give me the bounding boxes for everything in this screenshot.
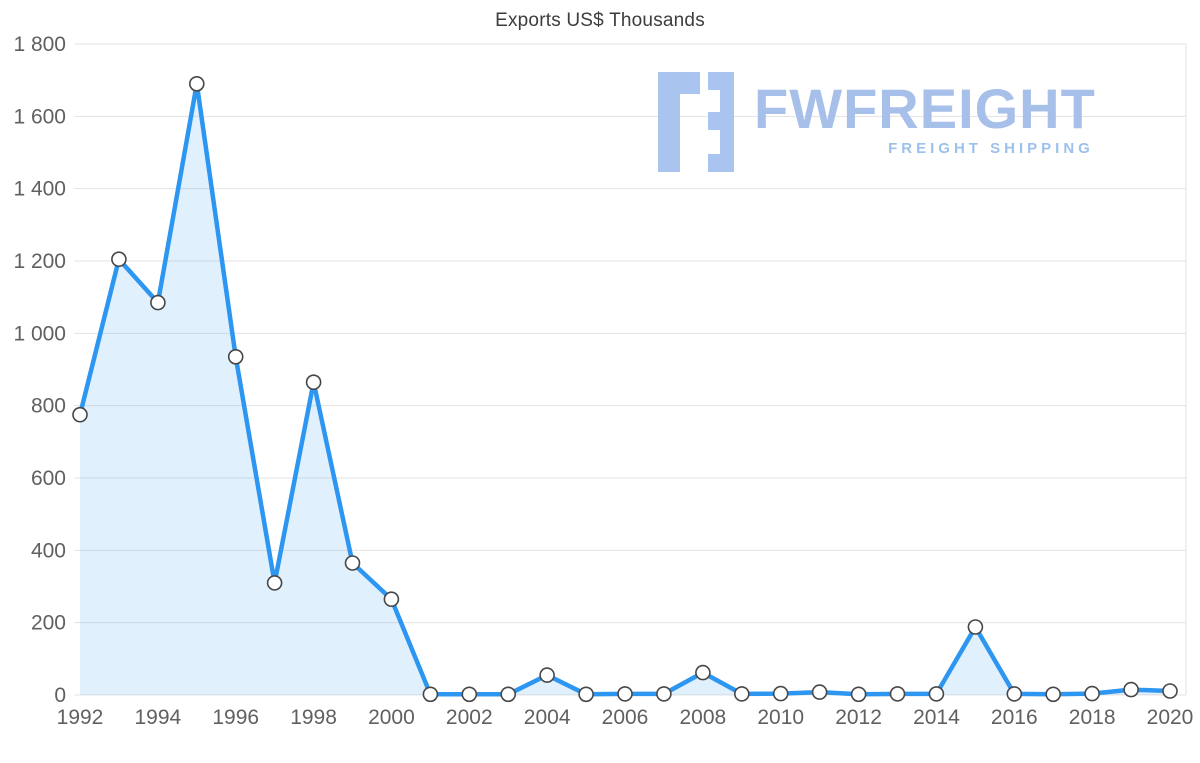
data-point[interactable] [539,667,555,683]
data-point[interactable] [578,686,594,703]
y-tick-label: 800 [31,395,66,418]
data-point[interactable] [111,251,127,268]
x-tick-label: 2012 [835,706,882,729]
y-tick-label: 1 400 [13,178,66,201]
data-point[interactable] [695,664,711,681]
y-tick-label: 600 [31,467,66,490]
y-tick-label: 1 200 [13,250,66,273]
x-tick-label: 2016 [991,706,1038,729]
data-point[interactable] [1123,681,1139,698]
data-point[interactable] [1006,686,1023,702]
data-point[interactable] [72,406,88,423]
x-tick-label: 2018 [1069,706,1116,729]
data-point[interactable] [733,686,750,702]
x-tick-label: 2020 [1147,706,1194,729]
x-tick-label: 1994 [134,706,181,729]
x-tick-label: 2000 [368,706,415,729]
x-tick-label: 2004 [524,706,571,729]
data-point[interactable] [1084,685,1100,702]
data-point[interactable] [850,686,867,703]
x-tick-label: 2008 [679,706,726,729]
data-point[interactable] [1045,686,1061,703]
data-point[interactable] [189,76,205,92]
x-tick-label: 2002 [446,706,493,729]
data-point[interactable] [811,684,828,700]
data-point[interactable] [889,686,906,702]
data-point[interactable] [383,591,400,608]
area-fill [80,83,1170,696]
data-point[interactable] [656,686,672,702]
y-tick-label: 1 800 [13,33,66,56]
x-tick-label: 1996 [212,706,259,729]
y-tick-label: 1 600 [13,105,66,128]
data-point[interactable] [617,686,633,702]
x-tick-label: 2014 [913,706,960,729]
x-tick-label: 2006 [602,706,649,729]
data-point[interactable] [967,619,984,635]
data-point[interactable] [227,348,244,365]
data-point[interactable] [422,686,439,703]
x-tick-label: 1992 [57,706,104,729]
y-tick-label: 400 [31,539,66,562]
data-point[interactable] [928,686,945,702]
chart-title: Exports US$ Thousands [495,10,705,31]
data-point[interactable] [461,686,478,703]
y-tick-label: 0 [54,684,66,707]
data-point[interactable] [150,294,166,311]
data-point[interactable] [1162,683,1178,699]
y-tick-label: 1 000 [13,322,66,345]
y-tick-label: 200 [31,612,66,635]
data-point[interactable] [772,685,789,702]
data-point[interactable] [305,374,322,391]
data-point[interactable] [344,555,361,571]
data-point[interactable] [266,575,283,591]
x-tick-label: 1998 [290,706,337,729]
x-tick-label: 2010 [757,706,804,729]
data-point[interactable] [500,686,517,703]
